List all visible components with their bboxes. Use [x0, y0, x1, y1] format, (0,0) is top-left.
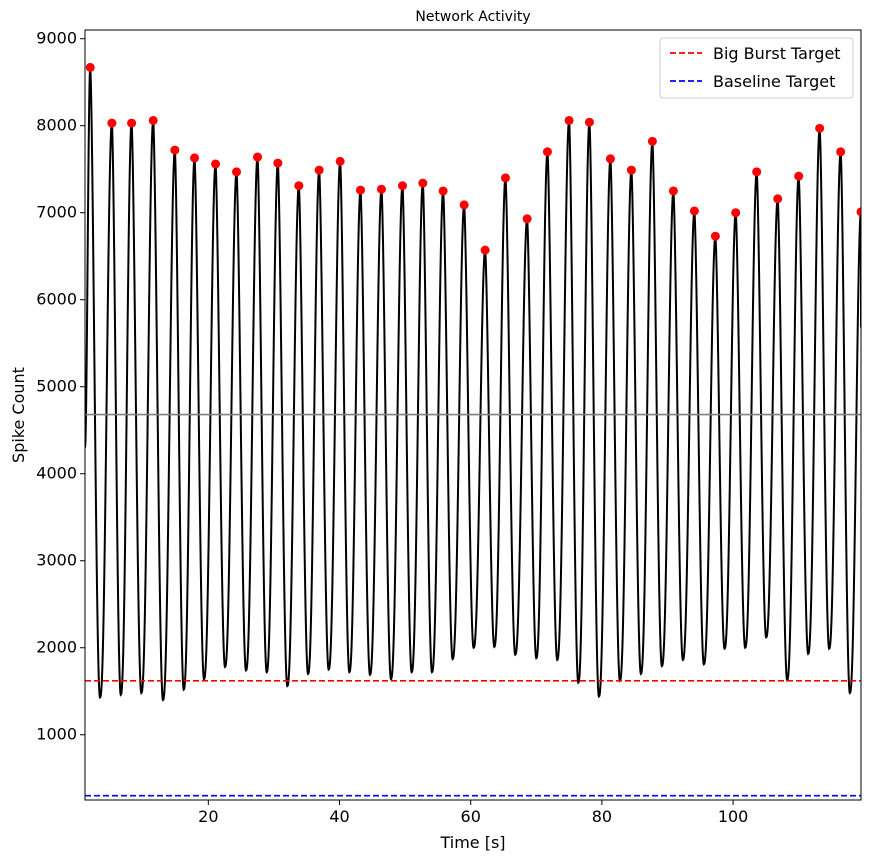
y-tick-label: 5000 — [36, 377, 77, 396]
peak-marker — [377, 185, 386, 194]
peak-marker — [523, 214, 532, 223]
peak-marker — [794, 172, 803, 181]
y-tick-label: 1000 — [36, 725, 77, 744]
peak-marker — [627, 166, 636, 175]
peak-marker — [315, 166, 324, 175]
y-tick-label: 8000 — [36, 116, 77, 135]
legend-label: Baseline Target — [713, 72, 835, 91]
peak-marker — [439, 186, 448, 195]
peak-marker — [836, 147, 845, 156]
peak-marker — [815, 124, 824, 133]
peak-marker — [418, 179, 427, 188]
peak-marker — [86, 63, 95, 72]
y-tick-label: 2000 — [36, 638, 77, 657]
peak-marker — [127, 119, 136, 128]
peak-marker — [501, 173, 510, 182]
peak-marker — [253, 153, 262, 162]
peak-marker — [773, 194, 782, 203]
peak-marker — [149, 116, 158, 125]
x-axis-label: Time [s] — [439, 833, 505, 852]
peak-marker — [190, 153, 199, 162]
x-tick-label: 80 — [592, 807, 612, 826]
peak-marker — [211, 159, 220, 168]
peak-marker — [107, 119, 116, 128]
x-tick-label: 40 — [329, 807, 349, 826]
x-tick-label: 60 — [461, 807, 481, 826]
peak-marker — [585, 118, 594, 127]
peak-marker — [336, 157, 345, 166]
legend-label: Big Burst Target — [713, 44, 841, 63]
x-tick-label: 100 — [718, 807, 749, 826]
peak-marker — [356, 186, 365, 195]
y-tick-label: 9000 — [36, 29, 77, 48]
peak-marker — [690, 206, 699, 215]
peak-marker — [294, 181, 303, 190]
peak-marker — [606, 154, 615, 163]
peak-marker — [565, 116, 574, 125]
y-axis-label: Spike Count — [9, 367, 28, 463]
y-tick-label: 4000 — [36, 464, 77, 483]
peak-marker — [543, 147, 552, 156]
peak-marker — [398, 181, 407, 190]
peak-marker — [481, 246, 490, 255]
y-tick-label: 7000 — [36, 203, 77, 222]
y-tick-label: 6000 — [36, 290, 77, 309]
peak-marker — [669, 186, 678, 195]
peak-marker — [460, 200, 469, 209]
legend: Big Burst Target Baseline Target — [660, 38, 853, 98]
y-tick-label: 3000 — [36, 551, 77, 570]
peak-marker — [731, 208, 740, 217]
peak-marker — [273, 159, 282, 168]
x-tick-label: 20 — [198, 807, 218, 826]
peak-marker — [648, 137, 657, 146]
chart-title: Network Activity — [415, 9, 530, 25]
peak-marker — [170, 146, 179, 155]
peak-marker — [711, 232, 720, 241]
peak-marker — [232, 167, 241, 176]
peak-marker — [752, 167, 761, 176]
